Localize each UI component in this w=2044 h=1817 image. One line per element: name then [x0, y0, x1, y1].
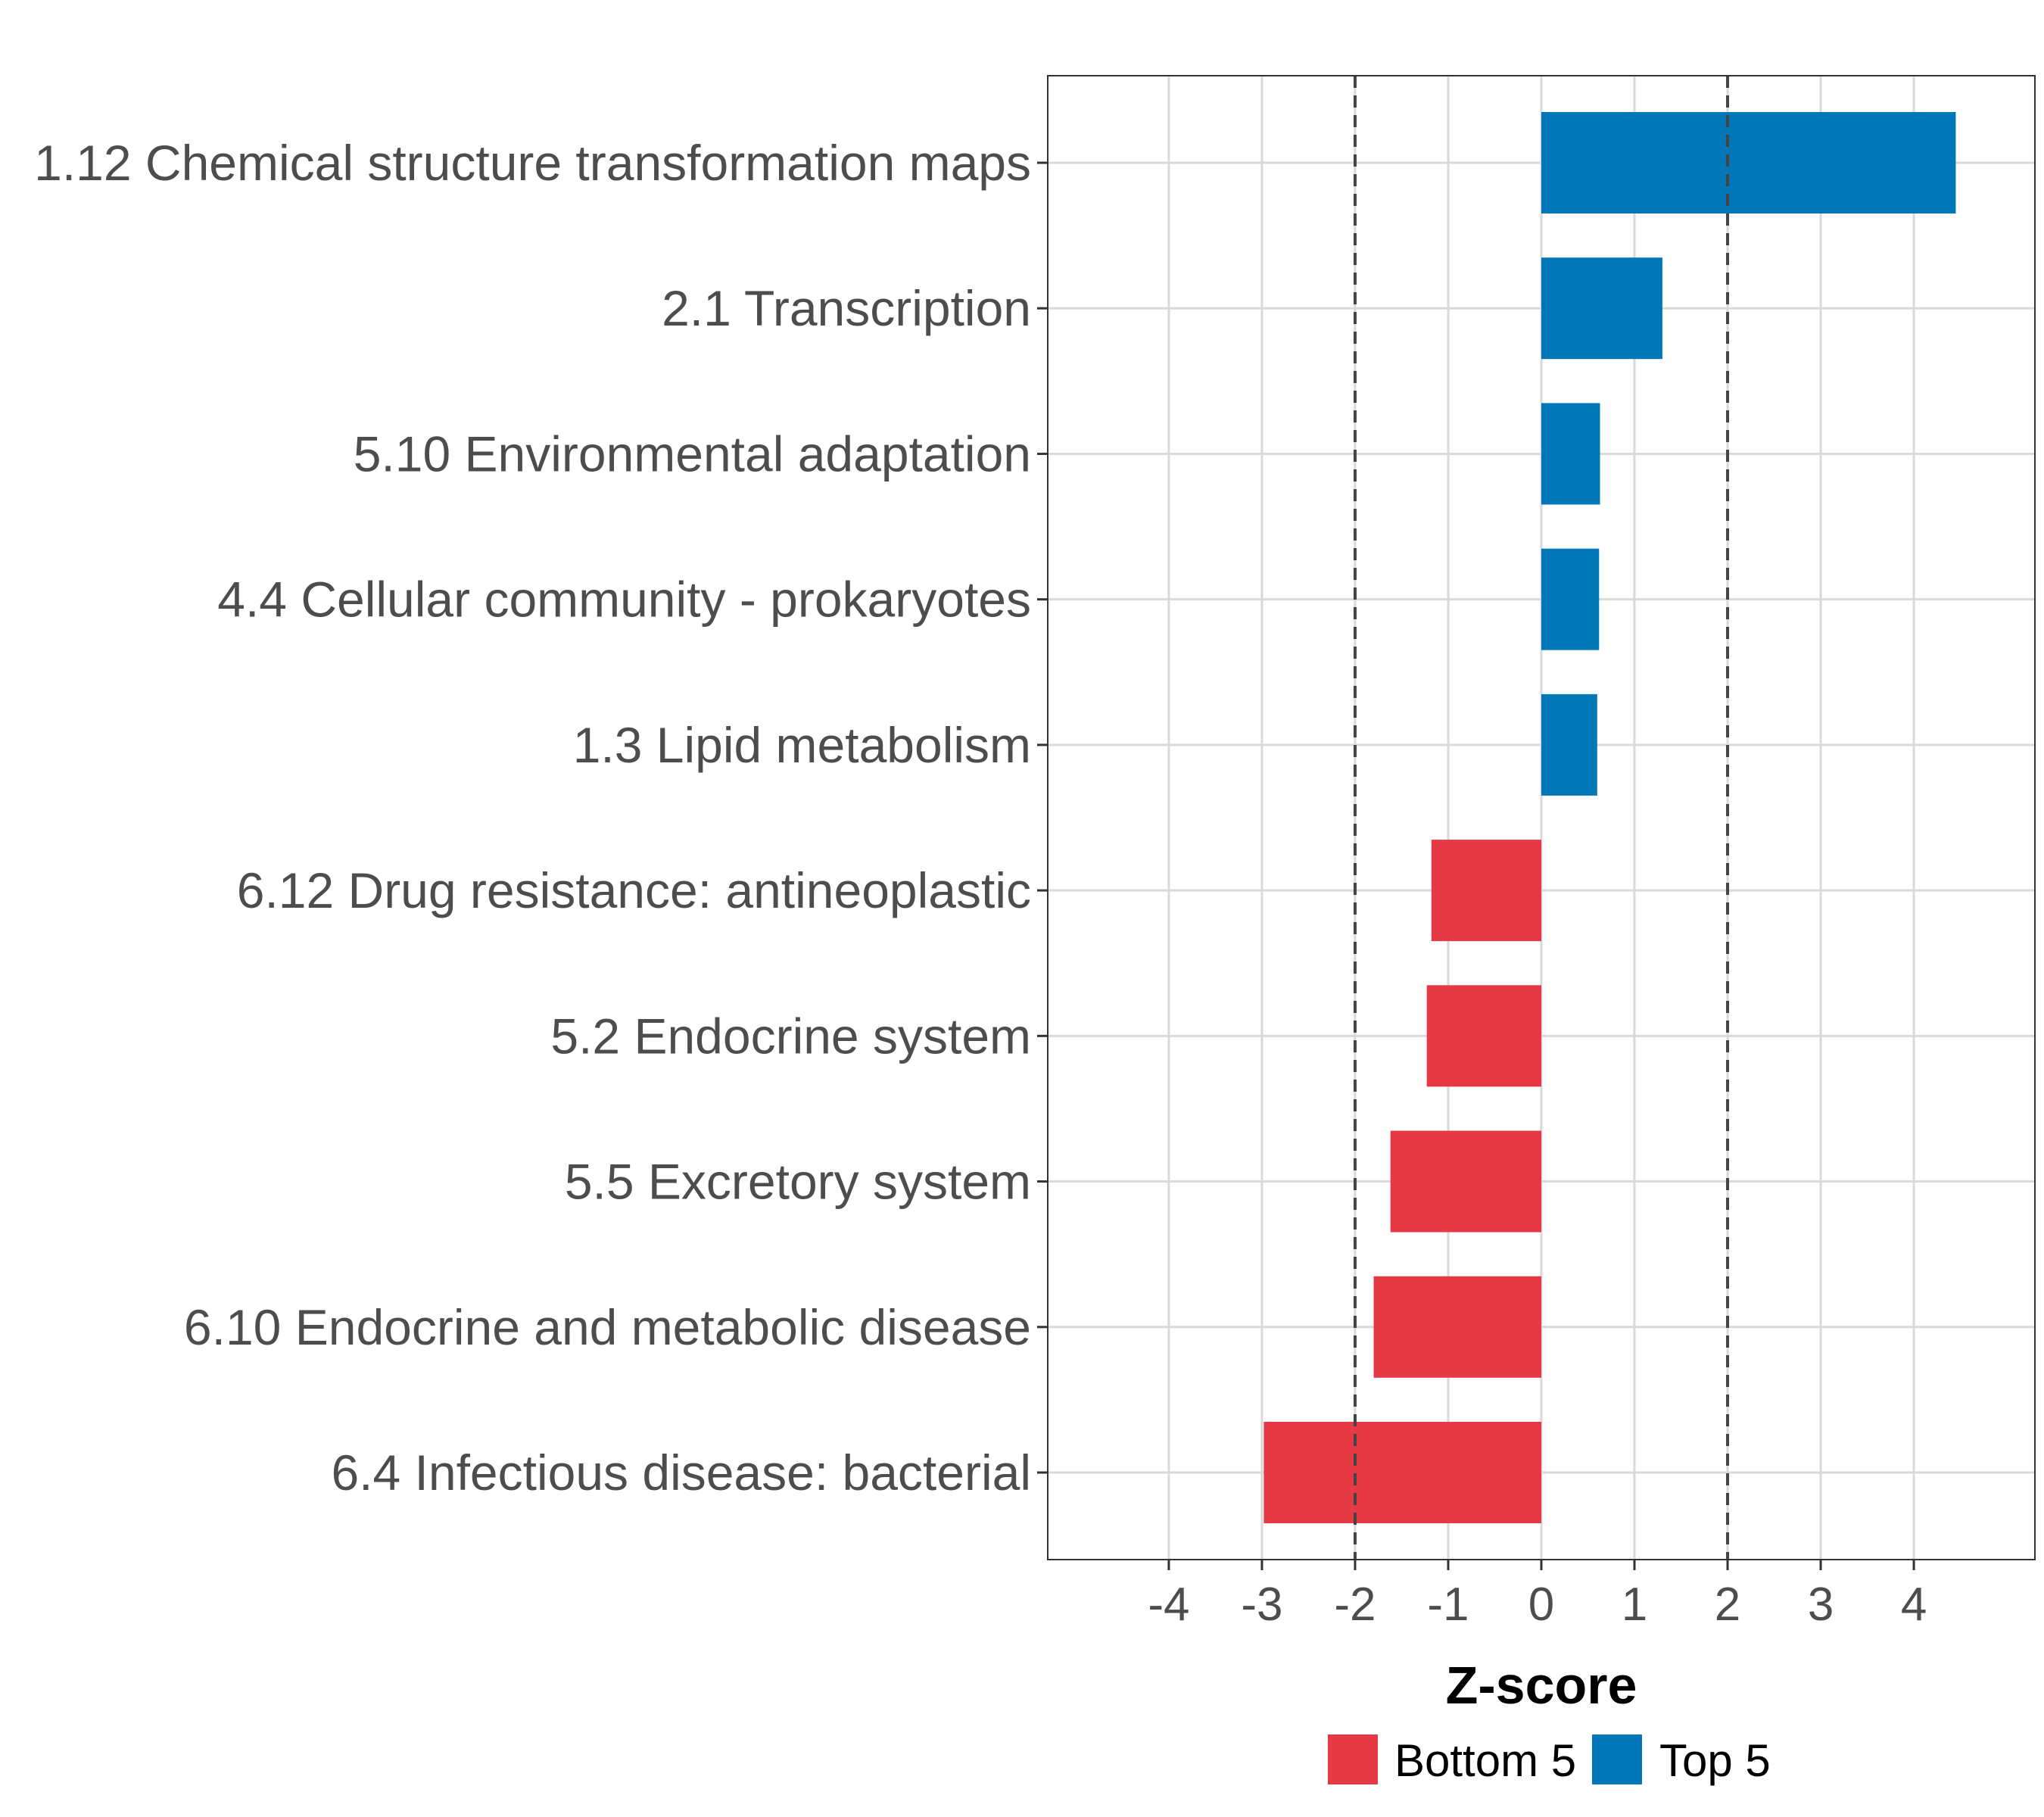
bar-4: [1541, 548, 1600, 650]
category-label: 5.2 Endocrine system: [550, 1008, 1031, 1064]
x-tick-label: 0: [1528, 1579, 1554, 1631]
category-label: 5.5 Excretory system: [565, 1154, 1031, 1210]
legend: Bottom 5 Top 5: [1328, 1734, 1771, 1786]
y-axis-ticks: 1.12 Chemical structure transformation m…: [34, 135, 1048, 1501]
x-tick-label: 1: [1622, 1579, 1647, 1631]
x-tick-label: -4: [1148, 1579, 1189, 1631]
category-label: 1.12 Chemical structure transformation m…: [34, 135, 1031, 191]
legend-swatch-top-5: [1592, 1734, 1642, 1784]
bar-7: [1426, 985, 1541, 1087]
bar-2: [1541, 257, 1662, 360]
x-tick-label: 3: [1808, 1579, 1834, 1631]
bar-9: [1373, 1276, 1541, 1378]
bar-8: [1390, 1130, 1541, 1233]
bar-3: [1541, 403, 1600, 505]
legend-swatch-bottom-5: [1328, 1734, 1378, 1784]
bar-6: [1431, 840, 1541, 942]
category-label: 4.4 Cellular community - prokaryotes: [217, 572, 1031, 628]
category-label: 5.10 Environmental adaptation: [354, 425, 1031, 482]
x-tick-label: 2: [1715, 1579, 1740, 1631]
bars: [1263, 112, 1956, 1523]
category-label: 6.12 Drug resistance: antineoplastic: [237, 862, 1031, 918]
bar-1: [1541, 112, 1956, 213]
category-label: 1.3 Lipid metabolism: [573, 717, 1031, 773]
category-label: 6.4 Infectious disease: bacterial: [331, 1445, 1031, 1501]
x-axis-ticks: -4 -3 -2 -1 0 1 2 3 4: [1148, 1560, 1927, 1631]
bar-5: [1541, 693, 1597, 796]
legend-label-top-5: Top 5: [1659, 1735, 1771, 1786]
category-label: 2.1 Transcription: [662, 280, 1031, 336]
x-tick-label: 4: [1901, 1579, 1927, 1631]
x-axis-title: Z-score: [1446, 1656, 1637, 1715]
x-tick-label: -1: [1427, 1579, 1469, 1631]
x-tick-label: -3: [1241, 1579, 1282, 1631]
legend-label-bottom-5: Bottom 5: [1394, 1735, 1576, 1786]
x-tick-label: -2: [1334, 1579, 1376, 1631]
bar-10: [1263, 1422, 1541, 1523]
category-label: 6.10 Endocrine and metabolic disease: [184, 1299, 1031, 1355]
reference-lines: [1353, 76, 1730, 1560]
